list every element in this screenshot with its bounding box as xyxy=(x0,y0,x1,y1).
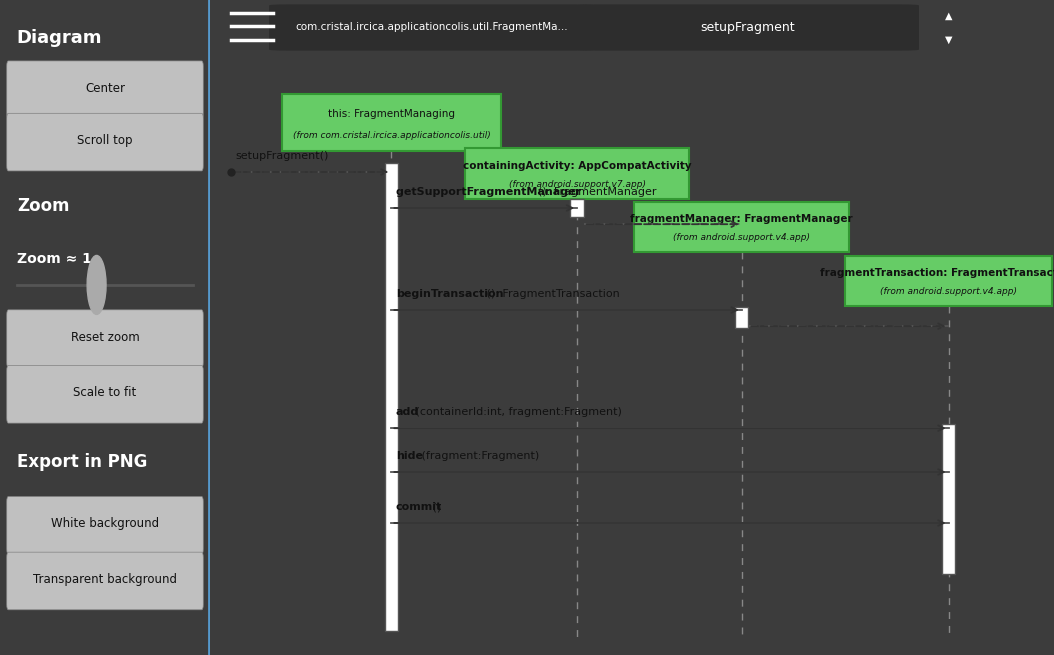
Text: commit: commit xyxy=(395,502,442,512)
FancyBboxPatch shape xyxy=(465,148,689,199)
Text: (from com.cristal.ircica.applicationcolis.util): (from com.cristal.ircica.applicationcoli… xyxy=(293,130,490,140)
Bar xyxy=(941,424,955,574)
Text: hide: hide xyxy=(395,451,423,461)
Text: containingActivity: AppCompatActivity: containingActivity: AppCompatActivity xyxy=(463,161,691,171)
Text: Center: Center xyxy=(85,82,125,95)
FancyBboxPatch shape xyxy=(6,552,203,610)
Text: setupFragment(): setupFragment() xyxy=(235,151,329,161)
Text: getSupportFragmentManager: getSupportFragmentManager xyxy=(395,187,585,197)
FancyBboxPatch shape xyxy=(578,5,919,50)
Bar xyxy=(735,307,748,328)
Text: Zoom ≈ 1: Zoom ≈ 1 xyxy=(17,252,92,266)
Text: White background: White background xyxy=(51,517,159,531)
Text: fragmentTransaction: FragmentTransaction: fragmentTransaction: FragmentTransaction xyxy=(820,269,1054,278)
Text: Diagram: Diagram xyxy=(17,29,102,47)
FancyBboxPatch shape xyxy=(6,496,203,554)
Bar xyxy=(385,163,398,631)
Text: (from android.support.v4.app): (from android.support.v4.app) xyxy=(880,288,1017,296)
Text: Reset zoom: Reset zoom xyxy=(71,331,139,344)
Text: Scroll top: Scroll top xyxy=(77,134,133,147)
FancyBboxPatch shape xyxy=(6,61,203,119)
Text: Export in PNG: Export in PNG xyxy=(17,453,148,471)
FancyBboxPatch shape xyxy=(6,113,203,171)
FancyBboxPatch shape xyxy=(269,5,594,50)
FancyBboxPatch shape xyxy=(6,310,203,367)
FancyBboxPatch shape xyxy=(6,365,203,423)
Text: (): FragmentManager: (): FragmentManager xyxy=(539,187,657,197)
Text: setupFragment: setupFragment xyxy=(701,21,796,34)
Circle shape xyxy=(87,255,106,314)
Text: ▼: ▼ xyxy=(944,35,952,45)
Text: (from android.support.v7.app): (from android.support.v7.app) xyxy=(509,180,646,189)
Text: Scale to fit: Scale to fit xyxy=(74,386,137,400)
Text: com.cristal.ircica.applicationcolis.util.FragmentMa...: com.cristal.ircica.applicationcolis.util… xyxy=(295,22,568,33)
Text: (): FragmentTransaction: (): FragmentTransaction xyxy=(484,290,620,299)
FancyBboxPatch shape xyxy=(845,256,1052,306)
FancyBboxPatch shape xyxy=(281,94,502,151)
Text: (): () xyxy=(429,502,441,512)
Text: this: FragmentManaging: this: FragmentManaging xyxy=(328,109,455,119)
Text: add: add xyxy=(395,407,418,417)
Text: (from android.support.v4.app): (from android.support.v4.app) xyxy=(674,233,811,242)
Text: beginTransaction: beginTransaction xyxy=(395,290,503,299)
Text: ▲: ▲ xyxy=(944,10,952,20)
FancyBboxPatch shape xyxy=(635,202,850,252)
Text: Transparent background: Transparent background xyxy=(33,573,177,586)
Text: (fragment:Fragment): (fragment:Fragment) xyxy=(417,451,539,461)
Text: (containerId:int, fragment:Fragment): (containerId:int, fragment:Fragment) xyxy=(412,407,622,417)
Text: Zoom: Zoom xyxy=(17,197,70,215)
Text: fragmentManager: FragmentManager: fragmentManager: FragmentManager xyxy=(630,214,853,225)
Bar xyxy=(570,199,584,217)
